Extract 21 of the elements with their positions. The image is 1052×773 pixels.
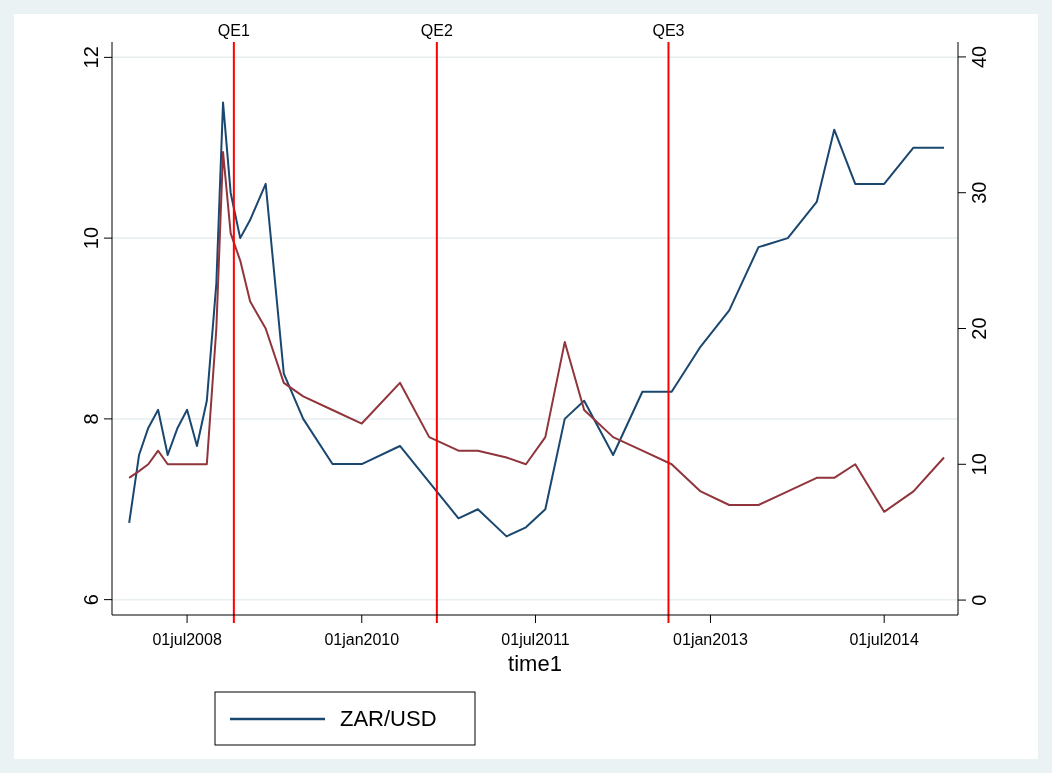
y2-tick-label: 40 bbox=[968, 45, 990, 69]
y-tick-label: 10 bbox=[80, 227, 102, 250]
y2-tick-label: 10 bbox=[968, 453, 990, 476]
x-tick-label: 01jul2011 bbox=[501, 631, 570, 648]
x-tick-label: 01jan2010 bbox=[324, 631, 400, 648]
x-tick-label: 01jul2008 bbox=[152, 631, 222, 648]
x-axis-title: time1 bbox=[508, 651, 562, 676]
y-tick-label: 12 bbox=[80, 46, 102, 69]
y-tick-label: 6 bbox=[80, 594, 102, 606]
line-series bbox=[128, 101, 945, 538]
y2-tick-label: 0 bbox=[968, 594, 990, 606]
y-tick-label: 8 bbox=[80, 413, 102, 425]
y2-tick-label: 20 bbox=[968, 317, 990, 340]
x-tick-label: 01jul2014 bbox=[849, 631, 919, 648]
legend-label: ZAR/USD bbox=[340, 706, 437, 731]
y2-tick-label: 30 bbox=[968, 181, 990, 204]
ref-line-label: QE1 bbox=[217, 22, 250, 39]
x-tick-label: 01jan2013 bbox=[673, 631, 748, 648]
ref-line-label: QE3 bbox=[652, 22, 685, 39]
ref-line-label: QE2 bbox=[420, 22, 453, 39]
line-series bbox=[128, 150, 945, 513]
